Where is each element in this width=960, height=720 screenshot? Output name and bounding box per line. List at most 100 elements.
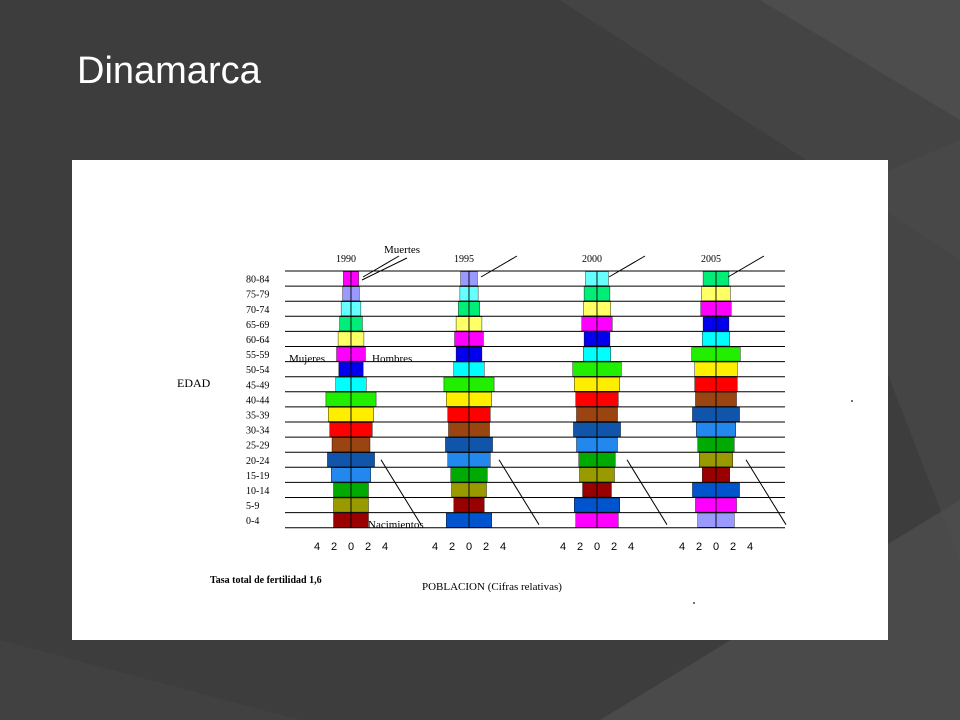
bar-men (468, 331, 484, 347)
bar-men (468, 376, 495, 392)
bar-men (715, 407, 740, 422)
bar-men (350, 271, 359, 286)
age-group-label: 15-19 (246, 471, 269, 482)
bar-women (583, 331, 598, 347)
deaths-pointer-line (362, 255, 400, 278)
slide-title: Dinamarca (77, 50, 261, 92)
bar-women (702, 467, 717, 483)
bar-men (596, 452, 616, 468)
bar-women (579, 467, 598, 483)
bar-women (333, 512, 352, 528)
bar-women (702, 331, 717, 347)
stray-dot (693, 602, 695, 604)
bar-men (350, 286, 360, 301)
bar-men (715, 437, 735, 452)
bar-men (715, 392, 737, 407)
bar-women (694, 376, 717, 392)
bar-women (699, 452, 717, 468)
year-label: 1990 (336, 254, 356, 265)
deaths-pointer-line (480, 255, 518, 278)
bar-women (447, 407, 470, 422)
bar-men (715, 467, 730, 483)
bar-women (448, 422, 470, 437)
births-annotation: Nacimientos (368, 519, 424, 531)
bar-men (468, 271, 478, 286)
bar-women (575, 512, 598, 528)
age-group-label: 65-69 (246, 320, 269, 331)
deaths-pointer-line (608, 255, 646, 278)
bar-women (574, 376, 598, 392)
x-tick-label: 0 (348, 541, 354, 553)
bar-men (596, 482, 612, 498)
age-group-label: 40-44 (246, 395, 269, 406)
age-group-label: 20-24 (246, 456, 269, 467)
bar-men (350, 482, 369, 498)
bar-women (576, 437, 598, 452)
bar-men (715, 482, 740, 498)
x-tick-label: 2 (483, 541, 489, 553)
bar-women (695, 497, 717, 513)
bar-women (691, 346, 717, 362)
bar-women (572, 361, 598, 377)
bar-women (582, 482, 598, 498)
age-group-label: 70-74 (246, 305, 269, 316)
decor-layer (693, 400, 853, 604)
chart-panel: EDAD POBLACION (Cifras relativas) Tasa t… (72, 160, 888, 640)
bar-women (697, 437, 717, 452)
age-group-label: 55-59 (246, 350, 269, 361)
bar-men (350, 467, 371, 483)
bar-men (715, 361, 738, 377)
bar-women (453, 497, 470, 513)
bar-men (715, 422, 736, 437)
bar-men (350, 497, 369, 513)
bar-women (331, 467, 352, 483)
age-group-label: 5-9 (246, 501, 259, 512)
bar-women (692, 482, 717, 498)
women-annotation: Mujeres (289, 353, 325, 365)
x-tick-label: 2 (611, 541, 617, 553)
x-axis-label: POBLACION (Cifras relativas) (422, 581, 562, 593)
bar-women (583, 346, 598, 362)
bar-women (443, 376, 470, 392)
fertility-footnote: Tasa total de fertilidad 1,6 (210, 575, 322, 586)
labels-layer: EDAD POBLACION (Cifras relativas) Tasa t… (177, 244, 787, 593)
bar-women (578, 452, 598, 468)
bar-women (337, 331, 352, 347)
age-group-label: 35-39 (246, 411, 269, 422)
bar-women (574, 497, 598, 513)
bar-women (696, 422, 717, 437)
bar-women (694, 361, 717, 377)
bar-men (596, 331, 611, 347)
age-group-label: 75-79 (246, 290, 269, 301)
bar-men (596, 301, 611, 316)
bar-women (339, 316, 352, 332)
x-tick-label: 4 (314, 541, 320, 553)
bar-men (350, 361, 364, 377)
bar-men (715, 331, 730, 347)
bar-men (596, 467, 615, 483)
bar-women (447, 452, 470, 468)
bar-women (454, 331, 470, 347)
bar-men (596, 361, 622, 377)
bar-women (576, 407, 598, 422)
deaths-pointer-line (727, 255, 765, 278)
bar-men (596, 346, 611, 362)
bar-men (715, 512, 735, 528)
bar-men (468, 467, 488, 483)
x-tick-label: 2 (331, 541, 337, 553)
bar-men (596, 376, 620, 392)
bar-women (333, 482, 352, 498)
bar-women (697, 512, 717, 528)
bar-women (458, 301, 470, 316)
x-tick-label: 4 (560, 541, 566, 553)
bar-women (459, 286, 470, 301)
births-pointer-line (380, 459, 422, 525)
bar-women (342, 286, 352, 301)
bar-women (338, 361, 352, 377)
bar-men (468, 286, 479, 301)
bar-men (350, 437, 371, 452)
bar-women (335, 376, 352, 392)
bar-men (715, 452, 733, 468)
bar-men (350, 452, 375, 468)
age-group-label: 45-49 (246, 380, 269, 391)
